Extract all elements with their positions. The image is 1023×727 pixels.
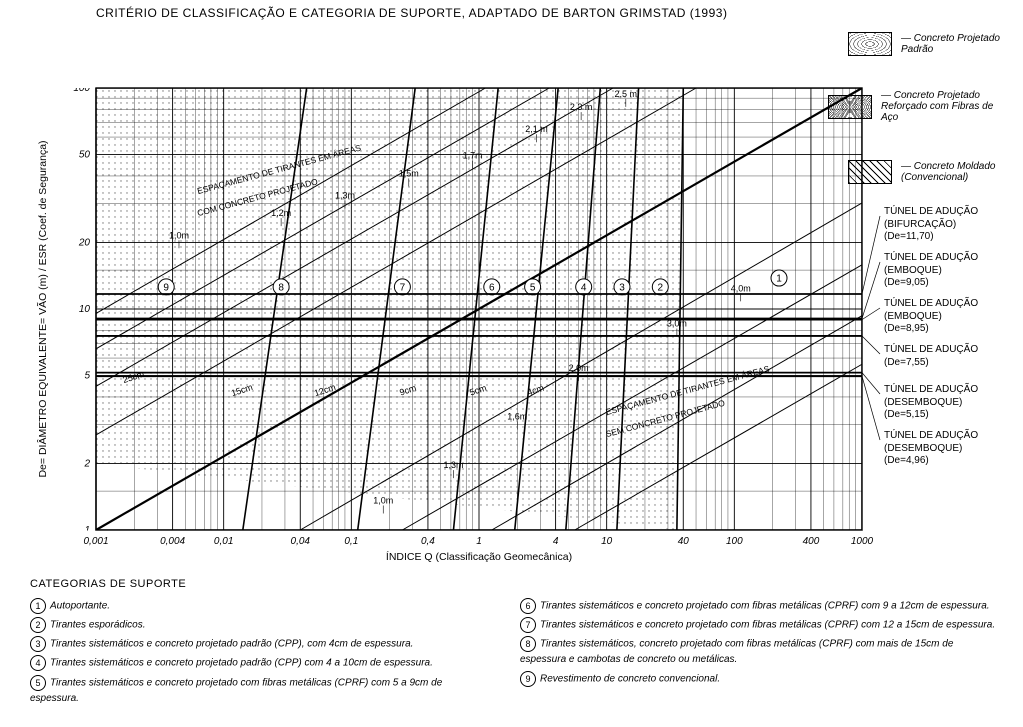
svg-text:De= DIÂMETRO EQUIVALENTE= VÃO: De= DIÂMETRO EQUIVALENTE= VÃO (m) / ESR … — [36, 140, 49, 477]
svg-text:100: 100 — [726, 536, 743, 547]
svg-text:10: 10 — [601, 536, 613, 547]
svg-text:0,04: 0,04 — [291, 536, 311, 547]
categories-right: 6Tirantes sistemáticos e concreto projet… — [520, 598, 1000, 690]
svg-text:1,6m: 1,6m — [507, 412, 527, 422]
svg-text:1,3m: 1,3m — [443, 460, 463, 470]
svg-text:400: 400 — [803, 536, 820, 547]
svg-text:7: 7 — [400, 282, 406, 293]
svg-text:3: 3 — [619, 282, 625, 293]
svg-text:2,0m: 2,0m — [569, 363, 589, 373]
svg-text:4: 4 — [581, 282, 587, 293]
tunnel-callout: TÚNEL DE ADUÇÃO (EMBOQUE)(De=8,95) — [884, 298, 1023, 336]
svg-text:40: 40 — [678, 536, 690, 547]
svg-text:1,0m: 1,0m — [373, 495, 393, 505]
legend-3: — Concreto Moldado (Convencional) — [848, 160, 1011, 184]
svg-text:1,3m: 1,3m — [335, 191, 355, 201]
svg-text:2,1 m: 2,1 m — [525, 124, 548, 134]
tunnel-callout: TÚNEL DE ADUÇÃO (DESEMBOQUE)(De=5,15) — [884, 384, 1023, 422]
svg-text:10: 10 — [79, 304, 91, 315]
svg-text:1,5m: 1,5m — [399, 168, 419, 178]
tunnel-callout: TÚNEL DE ADUÇÃO(De=7,55) — [884, 344, 978, 369]
svg-text:5: 5 — [530, 282, 536, 293]
chart-title: CRITÉRIO DE CLASSIFICAÇÃO E CATEGORIA DE… — [96, 6, 727, 20]
svg-text:0,001: 0,001 — [83, 536, 108, 547]
svg-text:0,01: 0,01 — [214, 536, 233, 547]
svg-text:1: 1 — [776, 274, 782, 285]
svg-text:1,7m: 1,7m — [463, 151, 483, 161]
svg-text:4: 4 — [553, 536, 559, 547]
svg-text:6: 6 — [489, 282, 495, 293]
svg-text:2: 2 — [658, 282, 664, 293]
svg-text:1,0m: 1,0m — [169, 230, 189, 240]
svg-text:2,5 m: 2,5 m — [615, 89, 638, 99]
svg-text:1,2m: 1,2m — [271, 208, 291, 218]
svg-text:9: 9 — [163, 282, 169, 293]
svg-text:1: 1 — [476, 536, 482, 547]
categories-title: CATEGORIAS DE SUPORTE — [30, 578, 186, 590]
svg-text:2: 2 — [83, 458, 90, 469]
svg-text:8: 8 — [278, 282, 284, 293]
svg-text:4,0m: 4,0m — [731, 283, 751, 293]
svg-text:50: 50 — [79, 150, 91, 161]
tunnel-callout: TÚNEL DE ADUÇÃO (BIFURCAÇÃO)(De=11,70) — [884, 206, 1023, 244]
legend-1: — Concreto Projetado Padrão — [848, 32, 1011, 56]
legend-2: — Concreto Projetado Reforçado com Fibra… — [828, 90, 1011, 123]
svg-text:1000: 1000 — [851, 536, 874, 547]
svg-text:5: 5 — [84, 371, 90, 382]
svg-text:2,3 m: 2,3 m — [570, 102, 593, 112]
svg-text:0,1: 0,1 — [344, 536, 358, 547]
svg-text:20: 20 — [78, 237, 91, 248]
svg-text:ÍNDICE Q (Classificação Geomec: ÍNDICE Q (Classificação Geomecânica) — [386, 550, 572, 563]
categories-left: 1Autoportante.2Tirantes esporádicos.3Tir… — [30, 598, 490, 709]
tunnel-callout: TÚNEL DE ADUÇÃO (EMBOQUE)(De=9,05) — [884, 252, 1023, 290]
svg-text:0,4: 0,4 — [421, 536, 435, 547]
tunnel-callout: TÚNEL DE ADUÇÃO (DESEMBOQUE)(De=4,96) — [884, 430, 1023, 468]
svg-text:0,004: 0,004 — [160, 536, 185, 547]
